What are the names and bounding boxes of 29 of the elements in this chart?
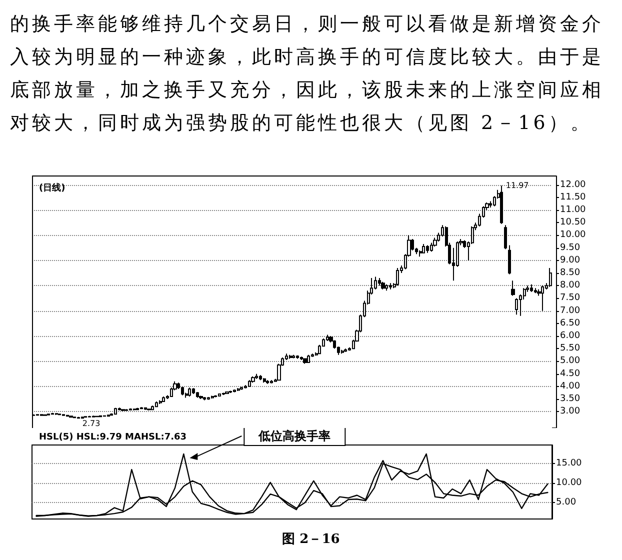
y-tick-label: 5.00 (560, 356, 580, 366)
y-tick-label: 10.00 (560, 230, 586, 240)
annotation: 11.97 (506, 181, 529, 190)
y-tick-label: 8.00 (560, 280, 580, 291)
y-tick-label: 15.00 (556, 458, 582, 469)
chart-title: HSL(5) HSL:9.79 MAHSL:7.63 (39, 432, 187, 442)
y-tick-label: 8.50 (560, 268, 580, 278)
y-tick-label: 9.50 (560, 242, 580, 253)
text: (日线) (39, 182, 66, 194)
text: 低位高换手率 (258, 429, 331, 443)
y-tick-label: 4.50 (560, 368, 580, 379)
y-tick-label: 4.00 (560, 381, 580, 392)
y-tick-label: 7.50 (560, 293, 580, 304)
text: 的换手率能够维持几个交易日，则一般可以看做是新增资金介入较为明显的一种迹象，此时高换手的可信度比较大。由于是底部放量，加之换手又充分，因此，该股未来的上涨空间应相对较大，同时成为强势股的可能性也很大（见图 2－16）。 (10, 12, 605, 136)
y-tick-label: 11.50 (560, 192, 586, 202)
y-tick-label: 3.50 (560, 394, 580, 404)
y-tick-label: 6.00 (560, 331, 580, 342)
y-tick-label: 3.00 (560, 406, 580, 417)
y-tick-label: 11.00 (560, 205, 586, 216)
y-tick-label: 5.00 (556, 498, 576, 508)
y-tick-label: 5.50 (560, 344, 580, 354)
y-tick-label: 6.50 (560, 318, 580, 328)
y-tick-label: 10.50 (560, 218, 586, 228)
caption: 图 2－16 (281, 531, 341, 548)
y-tick-label: 12.00 (560, 180, 586, 190)
y-tick-label: 7.00 (560, 306, 580, 316)
annotation: 2.73 (82, 418, 100, 428)
y-tick-label: 9.00 (560, 255, 580, 266)
y-tick-label: 10.00 (556, 478, 582, 488)
